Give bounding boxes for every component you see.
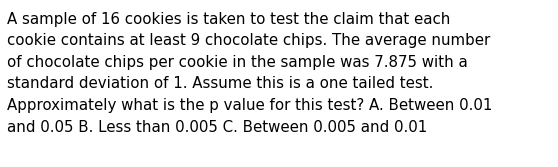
Text: A sample of 16 cookies is taken to test the claim that each
cookie contains at l: A sample of 16 cookies is taken to test … — [7, 12, 493, 135]
